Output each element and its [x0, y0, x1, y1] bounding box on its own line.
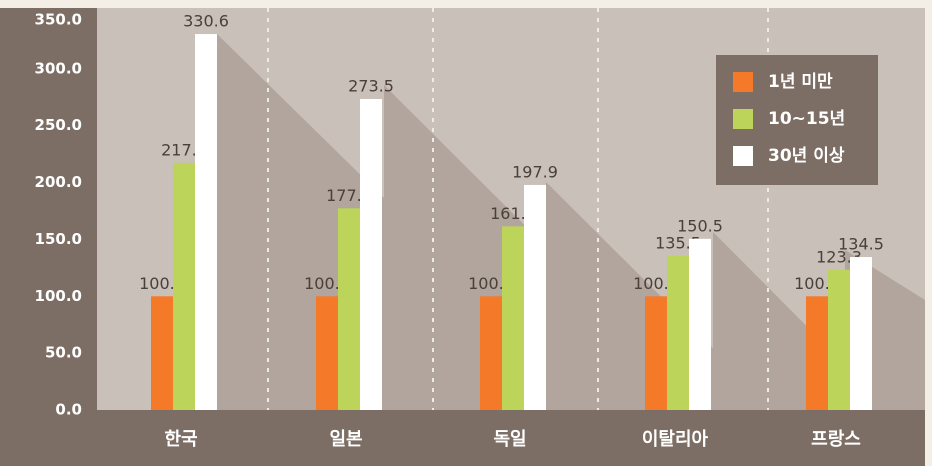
bar	[524, 184, 546, 410]
y-axis-band	[0, 8, 97, 466]
bar	[850, 257, 872, 410]
bar	[316, 296, 338, 410]
bar	[502, 226, 524, 410]
data-label: 134.5	[838, 235, 884, 254]
separators	[267, 8, 769, 410]
bar	[195, 34, 217, 410]
y-tick-label: 0.0	[55, 401, 82, 419]
data-label: 150.5	[677, 216, 723, 235]
legend-label: 30년 이상	[768, 146, 845, 166]
x-tick-label: 일본	[329, 429, 362, 450]
legend-swatch	[733, 72, 753, 92]
y-tick-label: 150.0	[35, 230, 82, 248]
x-tick-label: 프랑스	[811, 429, 861, 450]
x-tick-label: 독일	[493, 429, 526, 450]
bar	[173, 162, 195, 410]
y-tick-label: 300.0	[35, 59, 82, 77]
data-label: 330.6	[183, 12, 229, 31]
y-tick-label: 250.0	[35, 116, 82, 134]
bar	[645, 296, 667, 410]
bar	[689, 238, 711, 410]
y-tick-label: 350.0	[35, 11, 82, 29]
bar	[667, 255, 689, 410]
legend-label: 1년 미만	[768, 72, 833, 92]
x-tick-label: 이탈리아	[642, 429, 709, 450]
x-tick-label: 한국	[164, 429, 197, 450]
legend-swatch	[733, 146, 753, 166]
data-label: 197.9	[512, 162, 558, 181]
bar	[480, 296, 502, 410]
y-tick-label: 200.0	[35, 173, 82, 191]
y-tick-label: 50.0	[45, 344, 82, 362]
x-axis-band	[97, 410, 925, 466]
bar	[338, 208, 360, 410]
data-label: 273.5	[348, 76, 394, 95]
y-tick-label: 100.0	[35, 287, 82, 305]
bar	[828, 269, 850, 410]
bar	[360, 98, 382, 411]
bar	[151, 296, 173, 410]
legend-label: 10~15년	[768, 109, 845, 129]
bar	[806, 296, 828, 410]
legend-swatch	[733, 109, 753, 129]
